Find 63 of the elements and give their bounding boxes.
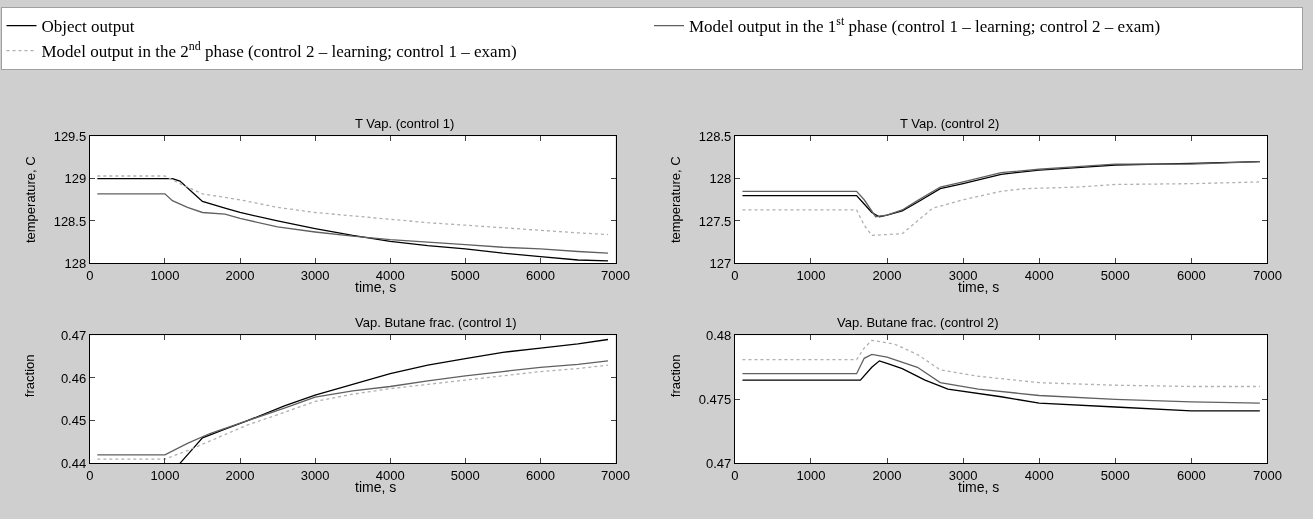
y-tick-label: 0.47 (60, 327, 87, 343)
x-tick-label: 1000 (796, 267, 826, 283)
y-tick-label: 128 (709, 171, 732, 187)
x-axis-title: time, s (958, 479, 1000, 495)
y-tick-label: 0.47 (705, 455, 732, 471)
y-tick-label: 0.45 (60, 413, 87, 429)
line-series (741, 353, 1261, 404)
y-axis-title: fraction (22, 354, 38, 398)
x-tick-label: 0 (86, 267, 94, 283)
chart-title: T Vap. (control 2) (900, 116, 1000, 131)
x-tick-label: 2000 (225, 468, 255, 484)
line-series (96, 175, 609, 236)
x-tick-label: 1000 (150, 468, 180, 484)
y-tick-label: 0.44 (60, 455, 87, 471)
x-tick-label: 0 (86, 468, 94, 484)
x-tick-label: 7000 (601, 267, 630, 283)
y-tick-label: 127.5 (698, 213, 732, 229)
line-series (741, 181, 1261, 237)
y-tick-label: 128.5 (698, 128, 732, 144)
line-series (741, 360, 1261, 412)
x-tick-label: 5000 (1100, 468, 1130, 484)
y-tick-label: 0.475 (698, 391, 732, 407)
chart-title: T Vap. (control 1) (355, 116, 455, 131)
legend-label: Model output in the 1$^{st}$ phase (control 1 – learning; control 2 – exam) (689, 14, 1161, 37)
x-tick-label: 5000 (450, 267, 480, 283)
y-tick-label: 129.5 (53, 128, 87, 144)
line-series (96, 193, 609, 254)
x-tick-label: 2000 (872, 267, 902, 283)
x-tick-label: 7000 (601, 468, 630, 484)
x-tick-label: 0 (731, 267, 739, 283)
y-tick-label: 128.5 (53, 213, 87, 229)
x-tick-label: 6000 (1176, 468, 1206, 484)
x-tick-label: 1000 (796, 468, 826, 484)
x-tick-label: 6000 (525, 267, 555, 283)
y-tick-label: 129 (64, 171, 87, 187)
x-tick-label: 6000 (525, 468, 555, 484)
x-tick-label: 6000 (1176, 267, 1206, 283)
x-tick-label: 2000 (872, 468, 902, 484)
y-tick-label: 0.46 (60, 370, 87, 386)
y-tick-label: 127 (709, 255, 732, 271)
y-axis-title: fraction (667, 354, 683, 398)
y-axis-title: temperature, C (22, 156, 38, 244)
chart-title: Vap. Butane frac. (control 2) (837, 315, 999, 330)
x-tick-label: 5000 (1100, 267, 1130, 283)
legend-label: Model output in the 2$^{nd}$ phase (control 2 – learning; control 1 – exam) (41, 39, 517, 62)
x-tick-label: 2000 (225, 267, 255, 283)
line-series (96, 177, 609, 262)
x-tick-label: 3000 (300, 468, 330, 484)
x-tick-label: 1000 (150, 267, 180, 283)
chart-title: Vap. Butane frac. (control 1) (355, 315, 517, 330)
line-series (741, 160, 1261, 218)
legend-label: Object output (41, 17, 135, 37)
y-tick-label: 0.48 (705, 327, 732, 343)
x-tick-label: 4000 (1024, 267, 1054, 283)
x-tick-label: 0 (731, 468, 739, 484)
x-tick-label: 5000 (450, 468, 480, 484)
x-tick-label: 3000 (300, 267, 330, 283)
y-tick-label: 128 (64, 255, 87, 271)
x-tick-label: 4000 (1024, 468, 1054, 484)
x-tick-label: 7000 (1252, 267, 1282, 283)
x-tick-label: 7000 (1252, 468, 1282, 484)
line-series (741, 339, 1261, 388)
y-axis-title: temperature, C (667, 156, 683, 244)
